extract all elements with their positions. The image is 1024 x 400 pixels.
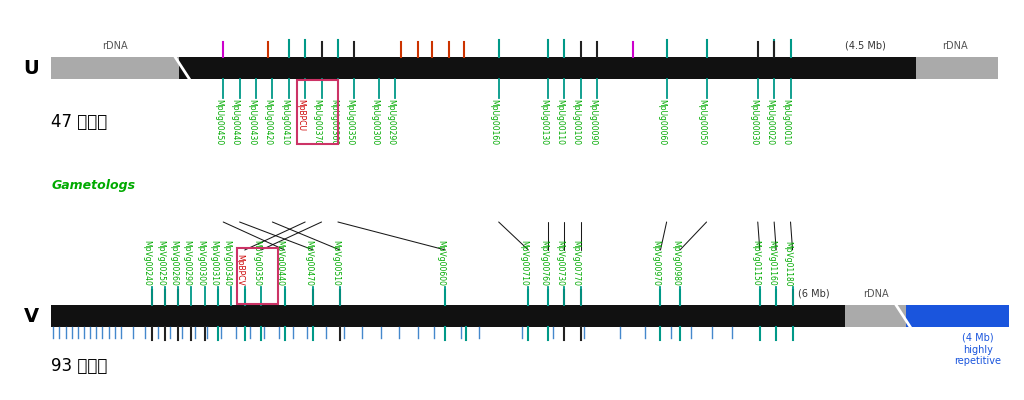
Text: MpVg00240: MpVg00240 — [142, 240, 152, 286]
Text: rDNA: rDNA — [942, 41, 969, 51]
Text: V: V — [24, 306, 39, 326]
Bar — [51, 305, 845, 327]
Text: MpUg00360: MpUg00360 — [329, 99, 338, 145]
Text: MpUg00100: MpUg00100 — [571, 99, 581, 145]
Text: MpVg01150: MpVg01150 — [751, 240, 760, 286]
Text: MpVg00980: MpVg00980 — [671, 240, 680, 286]
Text: MpVg00730: MpVg00730 — [555, 240, 564, 286]
Text: MpUg00030: MpUg00030 — [749, 99, 758, 145]
Text: MpVg00760: MpVg00760 — [539, 240, 548, 286]
Text: MpVg00510: MpVg00510 — [331, 240, 340, 286]
Text: MpVg00250: MpVg00250 — [156, 240, 165, 286]
Text: MpUg00160: MpUg00160 — [489, 99, 499, 145]
Text: MpUg00440: MpUg00440 — [230, 99, 240, 145]
Text: U: U — [24, 58, 39, 78]
Text: MpVg00350: MpVg00350 — [252, 240, 261, 286]
Text: MpVg00340: MpVg00340 — [222, 240, 231, 286]
Bar — [179, 57, 916, 79]
Text: MpVg00770: MpVg00770 — [571, 240, 581, 286]
Text: MpVg00710: MpVg00710 — [519, 240, 528, 286]
Text: MpBPCU: MpBPCU — [296, 99, 305, 131]
Text: MpUg00450: MpUg00450 — [214, 99, 223, 145]
Text: MpUg00350: MpUg00350 — [345, 99, 354, 145]
Text: MpVg00300: MpVg00300 — [196, 240, 205, 286]
Text: MpUg00050: MpUg00050 — [697, 99, 707, 145]
Text: MpUg00420: MpUg00420 — [263, 99, 272, 145]
Text: (4 Mb)
highly
repetitive: (4 Mb) highly repetitive — [954, 333, 1001, 366]
Text: MpVg00440: MpVg00440 — [275, 240, 285, 286]
Bar — [906, 305, 1009, 327]
Text: MpVg00260: MpVg00260 — [169, 240, 178, 286]
Text: MpUg00130: MpUg00130 — [539, 99, 548, 145]
Text: MpUg00300: MpUg00300 — [370, 99, 379, 145]
Bar — [916, 57, 998, 79]
Text: MpUg00290: MpUg00290 — [386, 99, 395, 145]
Text: MpVg00600: MpVg00600 — [436, 240, 445, 286]
Text: MpVg00290: MpVg00290 — [182, 240, 191, 286]
Text: MpUg00090: MpUg00090 — [588, 99, 597, 145]
Text: (6 Mb): (6 Mb) — [799, 289, 829, 299]
Text: rDNA: rDNA — [101, 41, 128, 51]
Text: 93 遺伝子: 93 遺伝子 — [51, 357, 108, 375]
Text: MpVg00470: MpVg00470 — [304, 240, 313, 286]
Text: rDNA: rDNA — [862, 289, 889, 299]
Text: MpVg01160: MpVg01160 — [767, 240, 776, 286]
Bar — [845, 305, 906, 327]
Text: MpVg01180: MpVg01180 — [783, 240, 793, 286]
Text: MpUg00020: MpUg00020 — [765, 99, 774, 145]
Bar — [51, 57, 179, 79]
Text: MpUg00010: MpUg00010 — [781, 99, 791, 145]
Text: MpVg00310: MpVg00310 — [209, 240, 218, 286]
Text: (4.5 Mb): (4.5 Mb) — [845, 41, 886, 51]
Text: 47 遺伝子: 47 遺伝子 — [51, 113, 108, 131]
Bar — [297, 80, 338, 144]
Text: MpBPCV: MpBPCV — [236, 254, 245, 286]
Text: MpUg00060: MpUg00060 — [657, 99, 667, 145]
Text: MpUg00430: MpUg00430 — [247, 99, 256, 145]
Text: Gametologs: Gametologs — [51, 180, 135, 192]
Text: MpUg00410: MpUg00410 — [280, 99, 289, 145]
Bar — [237, 248, 278, 304]
Text: MpVg00970: MpVg00970 — [651, 240, 660, 286]
Text: MpUg00110: MpUg00110 — [555, 99, 564, 145]
Text: MpUg00370: MpUg00370 — [312, 99, 322, 145]
